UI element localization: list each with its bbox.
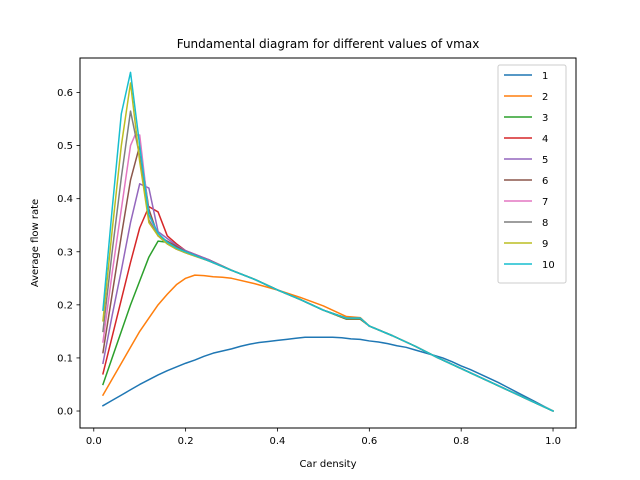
legend-label-1: 1 [542, 71, 548, 82]
y-tick-label: 0.3 [57, 247, 73, 258]
x-tick-label: 0.6 [361, 436, 377, 447]
legend-label-8: 8 [542, 218, 548, 229]
legend-label-3: 3 [542, 113, 548, 124]
legend-label-10: 10 [542, 260, 555, 271]
y-axis-ticks: 0.0 0.1 0.2 0.3 0.4 0.5 0.6 [57, 88, 80, 418]
legend-label-2: 2 [542, 92, 548, 103]
series-line-1 [101, 336, 555, 413]
x-tick-label: 0.4 [270, 436, 286, 447]
y-tick-label: 0.5 [57, 141, 73, 152]
legend-label-7: 7 [542, 197, 548, 208]
x-tick-label: 0.0 [86, 436, 102, 447]
legend-box [497, 64, 567, 284]
x-tick-label: 0.8 [453, 436, 469, 447]
y-tick-label: 0.1 [57, 353, 73, 364]
x-axis-ticks: 0.0 0.2 0.4 0.6 0.8 1.0 [86, 428, 561, 447]
y-tick-label: 0.2 [57, 300, 73, 311]
series-line-10 [102, 71, 555, 413]
y-tick-label: 0.0 [57, 407, 73, 418]
plot-frame [79, 57, 577, 429]
y-tick-label: 0.4 [57, 194, 73, 205]
x-axis-label: Car density [299, 459, 356, 470]
legend: 1 2 3 4 5 6 7 8 9 10 [497, 64, 567, 284]
y-tick-label: 0.6 [57, 88, 73, 99]
legend-label-5: 5 [542, 155, 548, 166]
x-tick-label: 0.2 [178, 436, 194, 447]
chart-title: Fundamental diagram for different values… [177, 37, 480, 51]
legend-label-9: 9 [542, 239, 548, 250]
legend-label-4: 4 [542, 134, 548, 145]
y-axis-label: Average flow rate [30, 199, 41, 287]
x-tick-label: 1.0 [545, 436, 561, 447]
legend-label-6: 6 [542, 176, 548, 187]
plot-lines [101, 71, 555, 413]
